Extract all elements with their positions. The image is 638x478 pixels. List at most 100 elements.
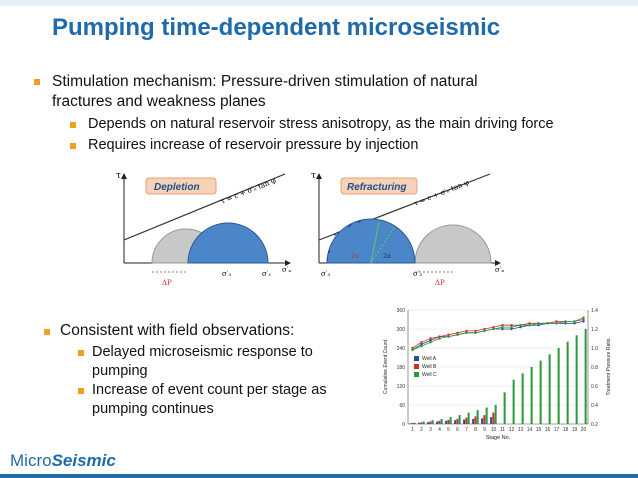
bar bbox=[420, 422, 423, 424]
tau-label: τ bbox=[311, 171, 316, 181]
pressure-point bbox=[555, 320, 558, 323]
angle-label-1: 2α bbox=[351, 253, 359, 260]
legend-label: Well C bbox=[422, 372, 437, 378]
pressure-point bbox=[429, 339, 432, 342]
chart-legend: Well A Well B Well C bbox=[414, 356, 437, 378]
bar bbox=[566, 341, 569, 424]
x-tick-label: 16 bbox=[545, 427, 551, 433]
refracturing-label: Refracturing bbox=[347, 182, 406, 193]
bar bbox=[521, 373, 524, 424]
x-tick-label: 20 bbox=[581, 427, 587, 433]
bar bbox=[422, 421, 425, 424]
pressure-point bbox=[474, 329, 477, 333]
x-tick-label: 1 bbox=[411, 427, 414, 433]
sub-bullet-2: Requires increase of reservoir pressure … bbox=[88, 137, 419, 153]
x-tick-label: 3 bbox=[429, 427, 432, 433]
microseismic-logo: MicroSeismic bbox=[10, 451, 116, 471]
bar bbox=[418, 422, 421, 424]
sub-bullet-marker bbox=[78, 388, 84, 394]
chart-axes: 0601201802403003600.20.40.60.81.01.21.41… bbox=[383, 308, 612, 441]
y2-tick-label: 1.4 bbox=[591, 308, 598, 314]
refracturing-mohr-circle bbox=[326, 218, 416, 264]
bar bbox=[503, 392, 506, 424]
sub-bullet-1: Depends on natural reservoir stress anis… bbox=[88, 116, 554, 132]
bar bbox=[476, 410, 479, 424]
pressure-point bbox=[519, 325, 522, 329]
sigma3-label: σ′₃ bbox=[321, 270, 330, 278]
pressure-point bbox=[438, 337, 441, 340]
x-tick-label: 9 bbox=[483, 427, 486, 433]
slide-title: Pumping time-dependent microseismic bbox=[52, 14, 501, 41]
refracturing-mohr-diagram: τ Refracturing τ = c + σ′ₙ tan φ 2α 2α σ… bbox=[311, 171, 504, 287]
sigma1-label: σ′₁ bbox=[262, 270, 271, 278]
initial-mohr-circle bbox=[414, 224, 492, 264]
bar bbox=[481, 418, 484, 424]
pressure-point bbox=[447, 335, 450, 338]
logo-part-1: Micro bbox=[10, 451, 52, 470]
legend-label: Well A bbox=[422, 356, 437, 362]
pressure-point bbox=[573, 320, 576, 323]
sub-bullet-marker bbox=[78, 350, 84, 356]
pressure-point bbox=[420, 343, 423, 346]
dp-label: ΔP bbox=[162, 279, 172, 287]
sub-bullet-3-line-1: Delayed microseismic response to bbox=[92, 344, 313, 360]
pressure-point bbox=[465, 329, 468, 333]
bar bbox=[456, 418, 459, 424]
bullet-1-line-2: fractures and weakness planes bbox=[52, 93, 266, 110]
bar bbox=[512, 379, 515, 424]
y2-tick-label: 0.6 bbox=[591, 384, 598, 390]
x-tick-label: 13 bbox=[518, 427, 524, 433]
bar bbox=[413, 422, 416, 424]
chart-background bbox=[378, 302, 616, 446]
pressure-line bbox=[412, 317, 584, 351]
pressure-point bbox=[582, 316, 585, 319]
bar bbox=[483, 415, 486, 424]
x-tick-label: 8 bbox=[474, 427, 477, 433]
pressure-point bbox=[537, 322, 540, 325]
pressure-point bbox=[519, 324, 522, 327]
chart-lines bbox=[411, 316, 585, 352]
sub-bullet-4-line-1: Increase of event count per stage as bbox=[92, 382, 327, 398]
logo-part-2: Seismic bbox=[51, 451, 116, 470]
angle-line-dashed bbox=[370, 225, 396, 264]
bar bbox=[467, 412, 470, 424]
pressure-point bbox=[420, 341, 423, 344]
bullet-2-line-1: Consistent with field observations: bbox=[60, 322, 295, 339]
pressure-point bbox=[438, 335, 441, 338]
bar bbox=[539, 360, 542, 424]
y2-tick-label: 0.2 bbox=[591, 422, 598, 428]
bullet-marker bbox=[34, 79, 40, 85]
y-tick-label: 0 bbox=[402, 422, 405, 428]
y-tick-label: 300 bbox=[397, 327, 406, 333]
angle-label-2: 2α bbox=[383, 253, 391, 260]
x-tick-label: 6 bbox=[456, 427, 459, 433]
pressure-line bbox=[412, 319, 584, 349]
y2-tick-label: 1.0 bbox=[591, 346, 598, 352]
pressure-point bbox=[420, 344, 423, 348]
sigma-n-label: σ′ₙ bbox=[282, 266, 291, 274]
sub-bullet-marker bbox=[70, 143, 76, 149]
bar bbox=[431, 420, 434, 424]
bar bbox=[438, 420, 441, 424]
bar bbox=[494, 405, 497, 424]
legend-swatch bbox=[414, 356, 419, 361]
bar bbox=[463, 419, 466, 424]
depletion-mohr-diagram: τ Depletion τ = c + σ′ₙ tan φ σ′₃ σ′₁ σ′… bbox=[116, 171, 291, 287]
y2-tick-label: 0.8 bbox=[591, 365, 598, 371]
pressure-point bbox=[582, 320, 585, 323]
failure-line bbox=[123, 173, 286, 241]
pressure-point bbox=[411, 346, 414, 350]
sigma-n-label: σ′ₙ bbox=[495, 266, 504, 274]
pressure-point bbox=[474, 331, 477, 334]
legend-label: Well B bbox=[422, 364, 437, 370]
sigma2-label: σ′₂ bbox=[413, 270, 422, 278]
bar bbox=[436, 421, 439, 424]
bar bbox=[485, 407, 488, 424]
bar bbox=[557, 348, 560, 424]
bar bbox=[445, 420, 448, 424]
y-axis-label: Cumulative Event Count bbox=[383, 339, 389, 394]
pressure-point bbox=[564, 320, 567, 323]
bar bbox=[584, 329, 587, 424]
bar bbox=[454, 420, 457, 424]
depleted-mohr-circle bbox=[187, 222, 269, 264]
